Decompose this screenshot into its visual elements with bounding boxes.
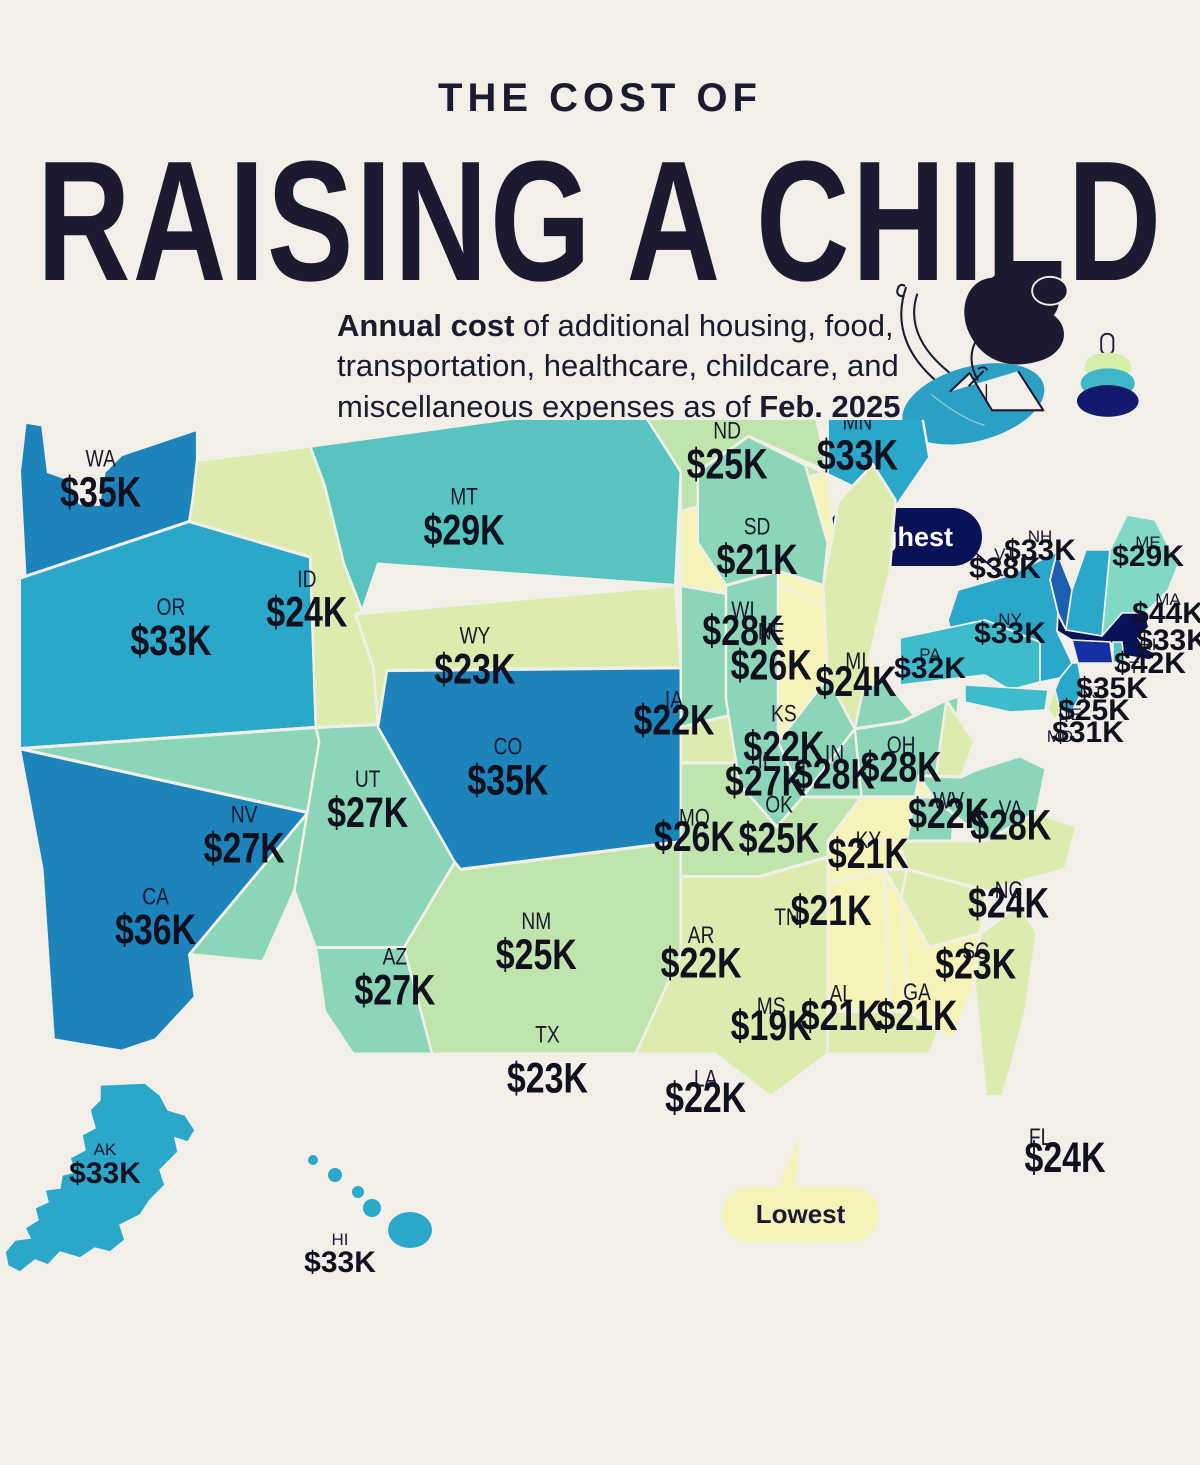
svg-text:$19K: $19K bbox=[731, 1002, 812, 1050]
svg-text:$25K: $25K bbox=[687, 441, 768, 489]
svg-text:$22K: $22K bbox=[665, 1075, 746, 1123]
svg-text:$23K: $23K bbox=[935, 941, 1016, 989]
svg-text:TX: TX bbox=[535, 1021, 560, 1049]
svg-text:$22K: $22K bbox=[661, 940, 742, 988]
svg-text:$22K: $22K bbox=[634, 697, 715, 745]
svg-text:$33K: $33K bbox=[817, 432, 898, 480]
svg-text:$38K: $38K bbox=[969, 552, 1041, 585]
svg-text:$23K: $23K bbox=[434, 646, 515, 694]
svg-text:$21K: $21K bbox=[828, 830, 909, 878]
svg-text:$36K: $36K bbox=[115, 906, 196, 954]
svg-text:$33K: $33K bbox=[974, 617, 1046, 650]
svg-text:$27K: $27K bbox=[354, 967, 435, 1015]
svg-text:$33K: $33K bbox=[304, 1246, 376, 1279]
svg-text:$24K: $24K bbox=[968, 880, 1049, 928]
svg-text:$21K: $21K bbox=[791, 887, 872, 935]
svg-text:$24K: $24K bbox=[815, 659, 896, 707]
svg-text:$23K: $23K bbox=[507, 1055, 588, 1103]
svg-text:$32K: $32K bbox=[894, 652, 966, 685]
svg-text:$35K: $35K bbox=[60, 469, 141, 517]
svg-text:$25K: $25K bbox=[739, 815, 820, 863]
svg-text:$26K: $26K bbox=[654, 813, 735, 861]
svg-text:$28K: $28K bbox=[970, 802, 1051, 850]
svg-text:$25K: $25K bbox=[496, 931, 577, 979]
svg-text:$28K: $28K bbox=[702, 607, 783, 655]
svg-text:$29K: $29K bbox=[1112, 540, 1184, 573]
svg-text:$29K: $29K bbox=[424, 507, 505, 555]
svg-text:$24K: $24K bbox=[266, 589, 347, 637]
svg-text:$24K: $24K bbox=[1024, 1134, 1105, 1182]
svg-text:$21K: $21K bbox=[876, 992, 957, 1040]
svg-text:$21K: $21K bbox=[801, 992, 882, 1040]
svg-text:$35K: $35K bbox=[467, 757, 548, 805]
svg-text:$28K: $28K bbox=[861, 744, 942, 792]
svg-text:$33K: $33K bbox=[69, 1157, 141, 1190]
svg-text:$33K: $33K bbox=[130, 617, 211, 665]
svg-text:$27K: $27K bbox=[204, 825, 285, 873]
svg-text:$27K: $27K bbox=[327, 789, 408, 837]
svg-text:$31K: $31K bbox=[1052, 716, 1124, 749]
svg-text:$21K: $21K bbox=[717, 536, 798, 584]
